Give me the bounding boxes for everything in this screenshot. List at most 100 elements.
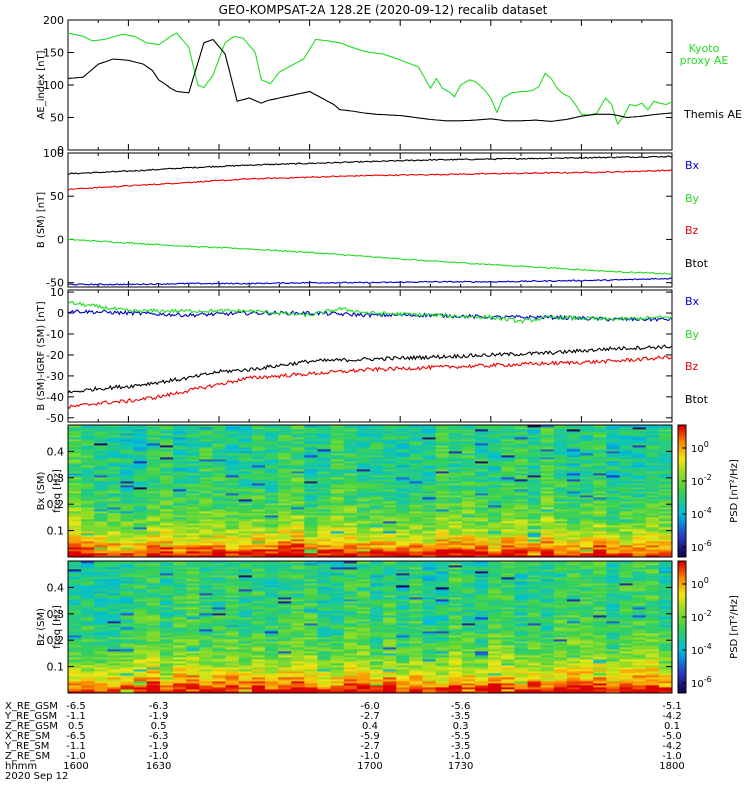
- heatmap-cell: [133, 677, 148, 680]
- heatmap-cell: [435, 433, 450, 436]
- heatmap-cell: [566, 487, 581, 490]
- heatmap-cell: [435, 523, 450, 526]
- heatmap-cell: [291, 659, 305, 662]
- heatmap-cell: [619, 461, 634, 464]
- heatmap-cell: [146, 629, 161, 632]
- heatmap-cell: [330, 619, 345, 622]
- heatmap-cell: [159, 551, 174, 554]
- heatmap-cell: [81, 585, 95, 588]
- heatmap-cell: [330, 691, 345, 694]
- heatmap-cell: [133, 637, 148, 640]
- heatmap-cell: [225, 611, 240, 614]
- heatmap-cell: [186, 511, 200, 514]
- heatmap-cell: [133, 599, 148, 602]
- heatmap-cell: [173, 655, 187, 658]
- heatmap-cell: [475, 535, 489, 538]
- heatmap-cell: [540, 493, 555, 496]
- heatmap-cell: [133, 641, 148, 644]
- heatmap-cell: [173, 425, 187, 428]
- heatmap-cell: [304, 677, 318, 680]
- heatmap-cell: [527, 443, 542, 446]
- heatmap-cell: [356, 543, 371, 546]
- heatmap-cell: [146, 539, 161, 542]
- heatmap-cell: [370, 627, 384, 630]
- heatmap-cell: [120, 463, 135, 466]
- heatmap-cell: [120, 541, 135, 544]
- heatmap-cell: [383, 431, 397, 434]
- heatmap-cell: [356, 429, 371, 432]
- heatmap-cell: [159, 569, 174, 572]
- heatmap-cell: [304, 641, 318, 644]
- heatmap-cell: [370, 621, 384, 624]
- heatmap-cell: [107, 517, 121, 520]
- colorbar-step: [678, 469, 686, 472]
- heatmap-cell: [264, 633, 279, 636]
- heatmap-cell: [488, 497, 502, 500]
- heatmap-cell: [133, 629, 148, 632]
- heatmap-cell: [540, 465, 555, 468]
- heatmap-cell: [186, 441, 200, 444]
- heatmap-cell: [343, 503, 358, 506]
- heatmap-cell: [199, 455, 213, 458]
- heatmap-cell: [632, 473, 647, 476]
- heatmap-cell: [645, 533, 660, 536]
- heatmap-cell: [278, 533, 292, 536]
- heatmap-cell: [173, 593, 187, 596]
- heatmap-cell: [304, 659, 318, 662]
- heatmap-cell: [356, 525, 371, 528]
- heatmap-cell: [370, 647, 384, 650]
- heatmap-cell: [514, 523, 528, 526]
- heatmap-cell: [173, 667, 187, 670]
- heatmap-cell: [370, 555, 384, 558]
- heatmap-cell: [658, 437, 673, 440]
- heatmap-cell: [370, 479, 384, 482]
- heatmap-cell: [619, 493, 634, 496]
- heatmap-cell: [159, 511, 174, 514]
- heatmap-cell: [330, 509, 345, 512]
- heatmap-cell: [317, 459, 332, 462]
- heatmap-cell: [251, 493, 266, 496]
- heatmap-cell: [527, 437, 542, 440]
- heatmap-cell: [264, 623, 279, 626]
- heatmap-cell: [94, 513, 108, 516]
- heatmap-cell: [199, 691, 213, 694]
- heatmap-cell: [264, 499, 279, 502]
- heatmap-cell: [278, 535, 292, 538]
- heatmap-cell: [238, 487, 253, 490]
- heatmap-cell: [264, 675, 279, 678]
- heatmap-cell: [540, 469, 555, 472]
- heatmap-cell: [501, 481, 515, 484]
- heatmap-cell: [527, 505, 542, 508]
- heatmap-cell: [330, 627, 345, 630]
- heatmap-cell: [461, 515, 476, 518]
- heatmap-cell: [107, 583, 121, 586]
- heatmap-cell: [606, 529, 620, 532]
- heatmap-cell: [343, 627, 358, 630]
- heatmap-cell: [488, 515, 502, 518]
- heatmap-cell: [304, 429, 318, 432]
- heatmap-cell: [146, 657, 161, 660]
- heatmap-cell: [396, 477, 410, 480]
- heatmap-cell: [107, 635, 121, 638]
- heatmap-cell: [133, 621, 148, 624]
- heatmap-cell: [120, 627, 135, 630]
- heatmap-cell: [186, 621, 200, 624]
- heatmap-cell: [120, 439, 135, 442]
- heatmap-cell: [304, 537, 318, 540]
- heatmap-cell: [317, 639, 332, 642]
- heatmap-cell: [120, 517, 135, 520]
- heatmap-cell: [317, 437, 332, 440]
- heatmap-cell: [356, 615, 371, 618]
- heatmap-cell: [343, 545, 358, 548]
- colorbar-step: [678, 528, 686, 532]
- heatmap-cell: [501, 541, 515, 544]
- heatmap-cell: [278, 457, 292, 460]
- heatmap-cell: [461, 497, 476, 500]
- heatmap-cell: [264, 453, 279, 456]
- heatmap-cell: [435, 455, 450, 458]
- heatmap-cell: [199, 659, 213, 662]
- heatmap-cell: [251, 613, 266, 616]
- heatmap-cell: [159, 549, 174, 552]
- heatmap-cell: [409, 509, 423, 512]
- heatmap-cell: [212, 495, 226, 498]
